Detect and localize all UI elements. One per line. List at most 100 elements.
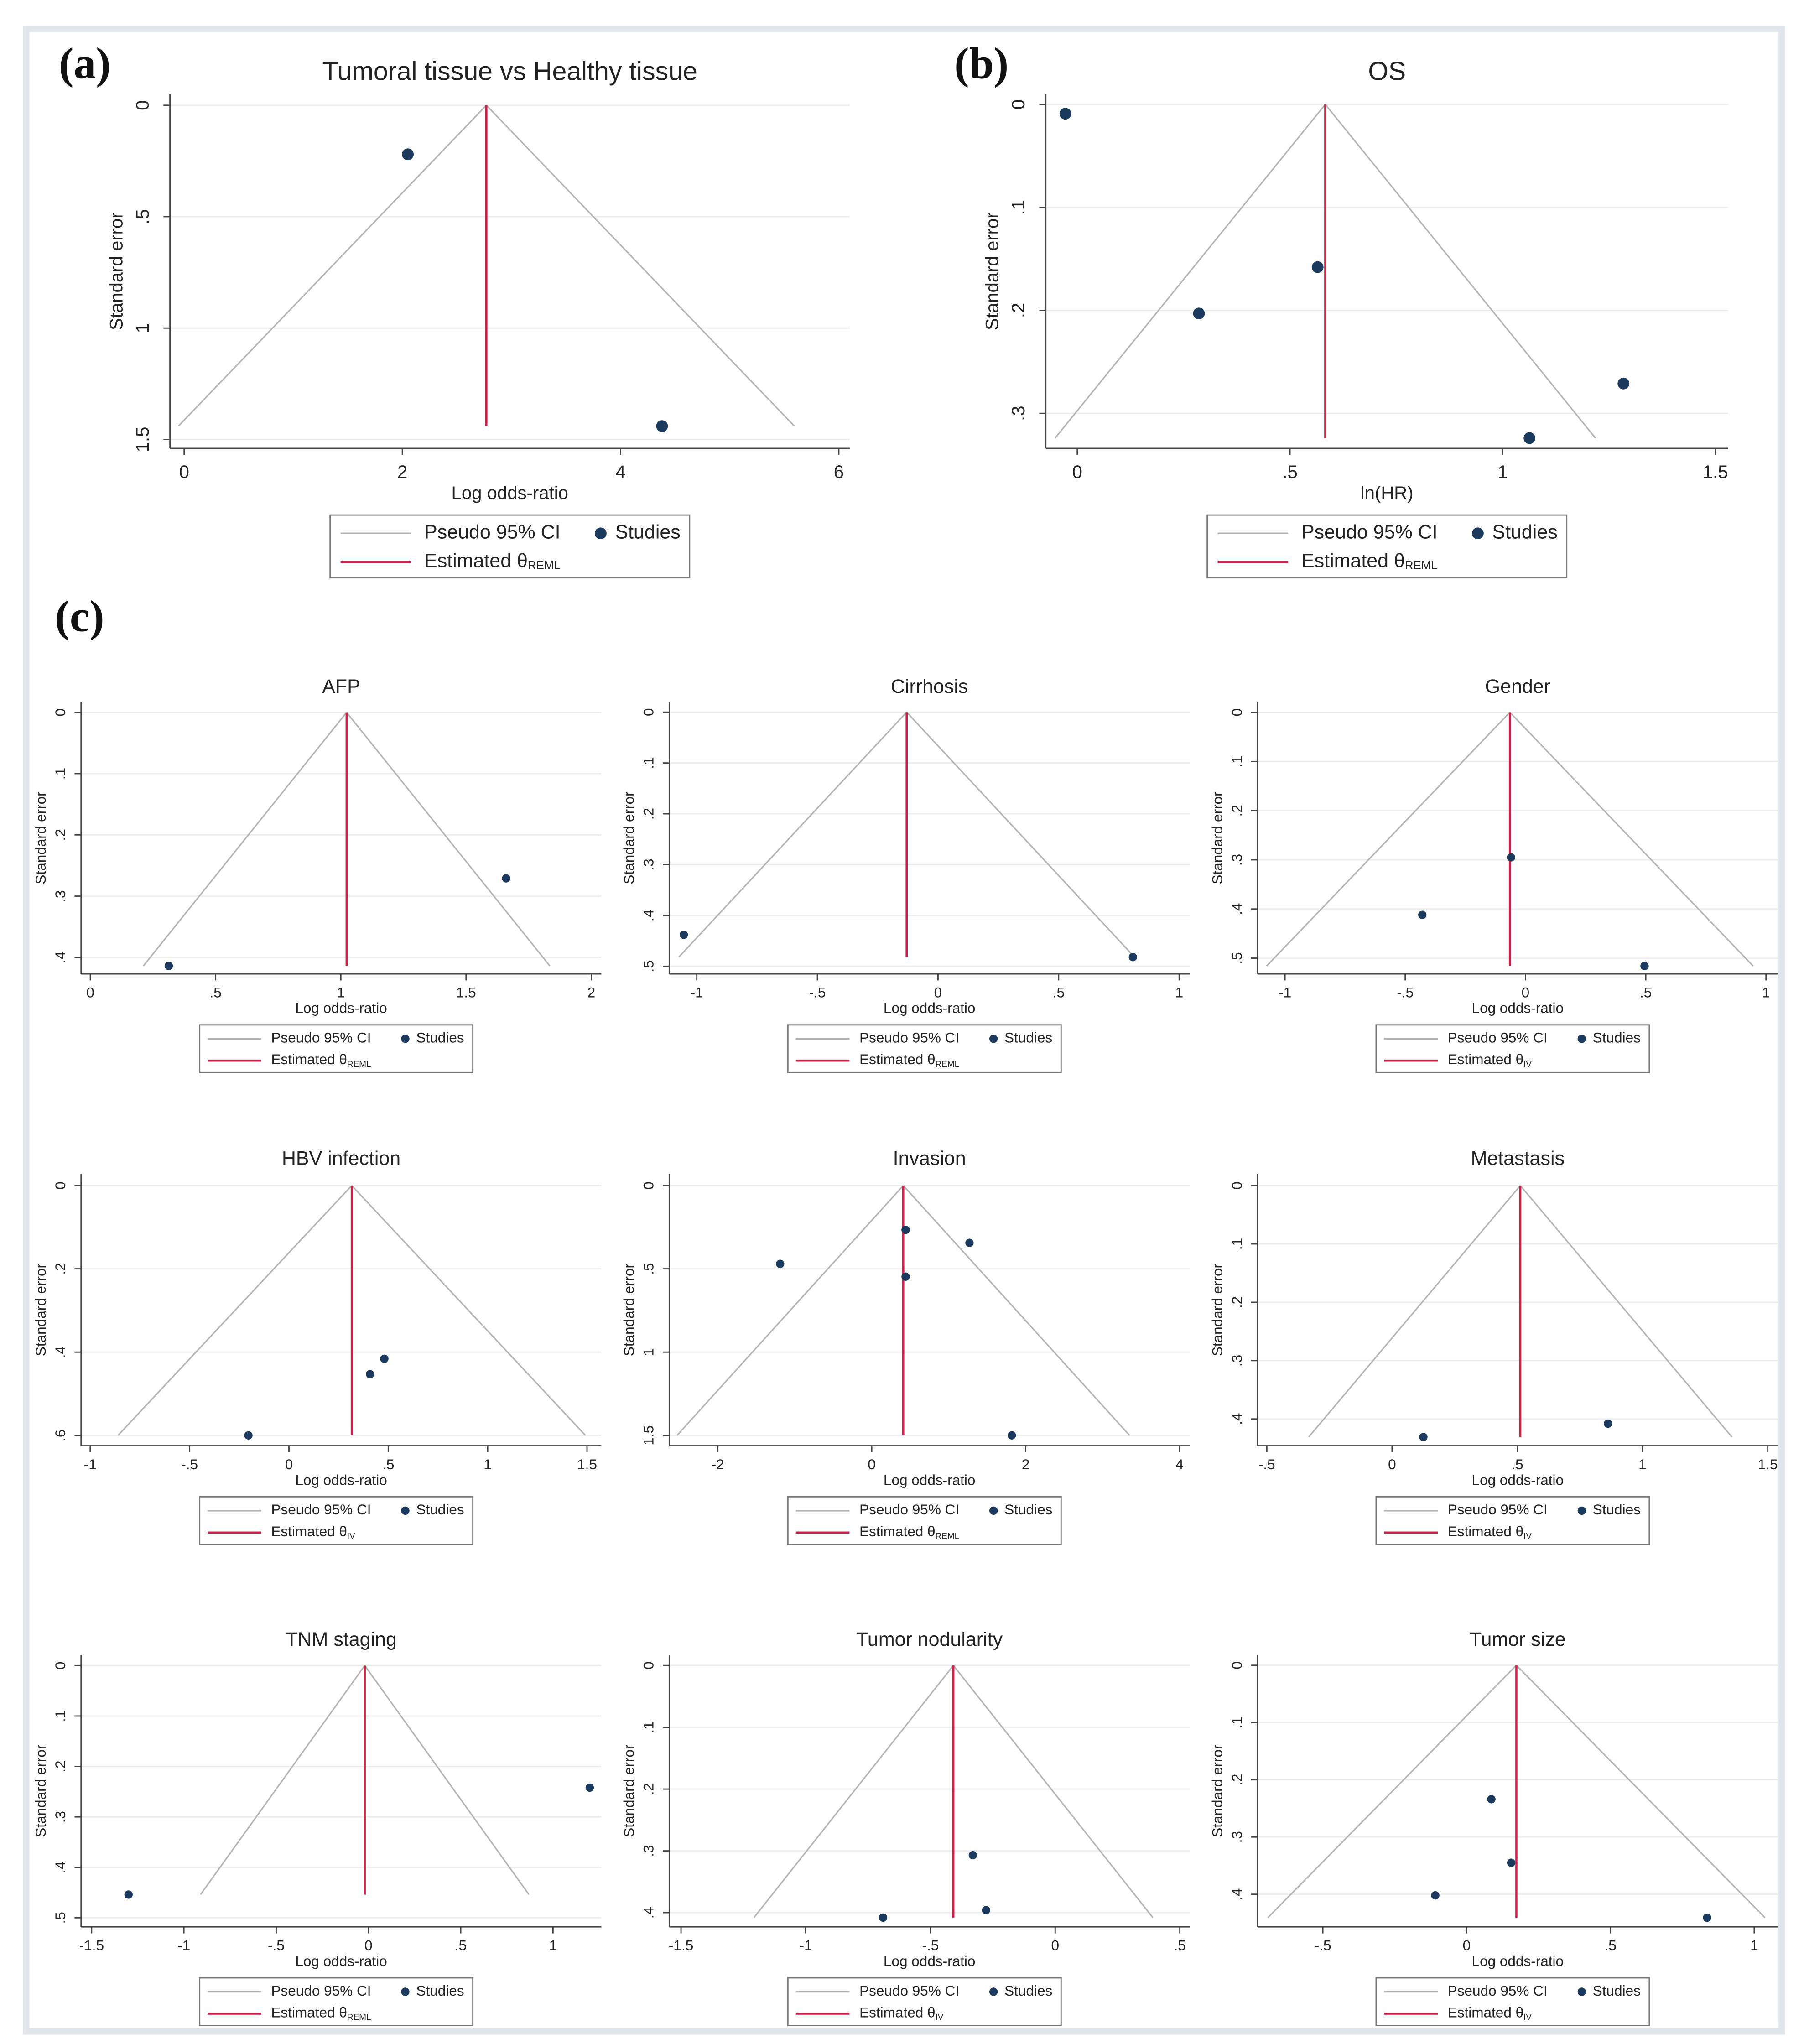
x-tick-label: -1.5 [79,1937,104,1954]
y-tick-label: .1 [1228,1238,1245,1250]
y-tick-label: .4 [52,952,68,963]
x-tick-label: .5 [455,1937,467,1954]
study-point [1431,1891,1440,1900]
y-tick-label: .5 [52,1912,68,1924]
legend-box [199,1024,474,1073]
legend-swatch [1577,1987,1586,1996]
y-tick-label: .3 [640,858,657,870]
legend-label: Pseudo 95% CI [271,1982,371,1999]
x-tick-label: 0 [1463,1937,1471,1954]
pseudo-ci-line [1509,712,1754,967]
legend-label: Studies [1004,1030,1052,1046]
pseudo-ci-line [1325,104,1596,439]
legend-swatch [1471,527,1484,540]
x-tick-label: 2 [1022,1456,1030,1472]
pseudo-ci-line [676,1185,904,1436]
funnel-plot: HBV infection 0 .2 .4 .6 -1 -.5 0 .5 1 1.5 Log odds… [32,1147,602,1545]
study-point [1128,953,1137,962]
legend-label-subscript: IV [936,2013,944,2022]
x-tick-label: -.5 [181,1456,198,1472]
legend-label-text: Estimated θ [1301,550,1405,572]
x-tick-label: 0 [934,984,942,1000]
x-axis-label: Log odds-ratio [884,1953,975,1969]
y-tick-label: .2 [640,1783,657,1795]
study-point [1703,1913,1711,1922]
plot-area [81,702,602,974]
plot-area [81,1174,602,1446]
legend-label: Studies [1004,1501,1052,1518]
y-tick-label: .2 [640,808,657,820]
plot-area [1258,1655,1778,1927]
legend-label-text: Estimated θ [271,1523,347,1540]
y-tick-label: 1.5 [640,1425,657,1446]
x-tick-label: -1 [799,1937,812,1954]
y-tick-label: 0 [132,100,153,110]
x-tick-label: 6 [834,462,844,482]
x-tick-label: 2 [397,462,407,482]
study-point [164,962,173,970]
chart-title: AFP [322,676,360,697]
study-point [1487,1795,1496,1804]
chart-title: Tumoral tissue vs Healthy tissue [322,57,697,86]
funnel-plot: (a) Tumoral tissue vs Healthy tissue 0 .5 1 1… [59,39,850,579]
legend-swatch [401,1987,410,1996]
y-tick-label: .2 [52,1263,68,1274]
panel-label: (c) [55,592,104,641]
funnel-plot: Metastasis 0 .1 .2 .3 .4 -.5 0 .5 1 1.5 Log odds-ra… [1209,1147,1778,1545]
legend-label-subscript: REML [347,1060,371,1069]
x-tick-label: 0 [179,462,189,482]
study-point [366,1370,374,1378]
x-axis-label: Log odds-ratio [295,1953,387,1969]
y-tick-label: .4 [52,1862,68,1873]
study-point [1507,1858,1516,1867]
legend-label-subscript: REML [936,1531,960,1541]
pseudo-ci-line [753,1665,954,1918]
x-axis-label: Log odds-ratio [1472,1000,1564,1016]
legend-label: Pseudo 95% CI [859,1030,959,1046]
x-tick-label: 0 [1522,984,1530,1000]
legend-label: Estimated θREML [271,1051,371,1069]
y-tick-label: .1 [1008,200,1029,215]
legend-label: Studies [416,1501,464,1518]
legend-label: Estimated θIV [1448,1523,1532,1541]
x-tick-label: -.5 [1315,1937,1331,1954]
legend-swatch [1577,1035,1586,1043]
pseudo-ci-line [178,104,487,427]
y-tick-label: 0 [1228,1181,1245,1190]
legend-label-subscript: REML [1405,559,1438,572]
y-tick-label: 1 [640,1348,657,1356]
y-tick-label: .3 [52,1811,68,1823]
legend-label: Studies [615,521,680,543]
y-tick-label: .5 [640,960,657,972]
plot-area [669,1655,1190,1927]
y-tick-label: .2 [1008,303,1029,318]
y-tick-label: .4 [1228,1888,1245,1900]
y-tick-label: .2 [52,829,68,841]
legend-swatch [989,1987,998,1996]
y-tick-label: .1 [1228,1716,1245,1728]
y-tick-label: .3 [52,890,68,902]
x-tick-label: .5 [1640,984,1652,1000]
legend-label-text: Estimated θ [1448,1051,1523,1068]
plot-area [81,1655,602,1927]
legend-label-text: Estimated θ [859,1051,935,1068]
study-point [1059,108,1071,120]
x-tick-label: 0 [285,1456,293,1472]
x-tick-label: 4 [1175,1456,1184,1472]
legend-label: Studies [1593,1982,1641,1999]
x-tick-label: -.5 [1258,1456,1275,1472]
study-point [901,1272,910,1281]
funnel-plot: Tumor nodularity 0 .1 .2 .3 .4 -1.5 -1 -.5 0 .5 Log… [621,1628,1190,2026]
x-axis-label: Log odds-ratio [452,483,568,503]
x-tick-label: 1.5 [577,1456,597,1472]
legend-label: Estimated θREML [1301,550,1438,572]
legend-box [199,1977,474,2026]
y-axis-label: Standard error [621,1745,637,1837]
study-point [656,420,668,432]
legend-label-subscript: IV [1523,2013,1532,2022]
study-point [1418,910,1427,919]
legend-label: Studies [416,1982,464,1999]
legend-label: Pseudo 95% CI [1448,1501,1548,1518]
pseudo-ci-line [143,712,348,967]
x-axis-label: Log odds-ratio [1472,1472,1564,1488]
